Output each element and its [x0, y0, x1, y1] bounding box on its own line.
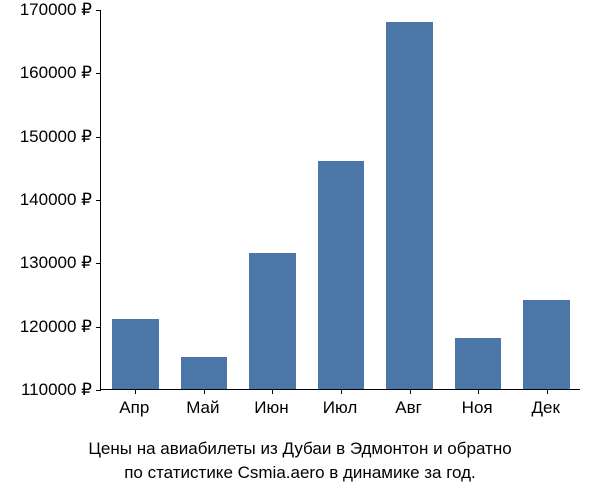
bar: [455, 338, 502, 389]
x-tick-label: Авг: [395, 398, 422, 418]
chart-caption: Цены на авиабилеты из Дубаи в Эдмонтон и…: [0, 437, 600, 485]
bar: [112, 319, 159, 389]
bar: [386, 22, 433, 389]
x-tick-label: Апр: [119, 398, 149, 418]
bar: [318, 161, 365, 389]
x-tick-mark: [410, 389, 411, 394]
x-tick-mark: [204, 389, 205, 394]
caption-line-2: по статистике Csmia.aero в динамике за г…: [124, 463, 476, 482]
y-tick-label: 130000 ₽: [20, 253, 92, 273]
x-tick-label: Май: [186, 398, 219, 418]
y-axis: 110000 ₽ 120000 ₽ 130000 ₽ 140000 ₽ 150000 ₽…: [0, 0, 100, 420]
caption-line-1: Цены на авиабилеты из Дубаи в Эдмонтон и…: [88, 439, 511, 458]
x-tick-mark: [272, 389, 273, 394]
x-tick-mark: [478, 389, 479, 394]
plot-area: [100, 10, 580, 390]
x-tick-mark: [135, 389, 136, 394]
bar: [523, 300, 570, 389]
x-tick-mark: [341, 389, 342, 394]
price-chart: 110000 ₽ 120000 ₽ 130000 ₽ 140000 ₽ 150000 ₽…: [0, 0, 600, 500]
x-tick-label: Ноя: [462, 398, 493, 418]
x-tick-label: Июн: [254, 398, 288, 418]
y-tick-label: 140000 ₽: [20, 190, 92, 210]
y-tick-label: 170000 ₽: [20, 0, 92, 20]
bar: [181, 357, 228, 389]
x-axis-labels: Апр Май Июн Июл Авг Ноя Дек: [100, 398, 580, 422]
x-tick-label: Дек: [532, 398, 560, 418]
bar: [249, 253, 296, 389]
y-tick-label: 120000 ₽: [20, 317, 92, 337]
x-tick-label: Июл: [323, 398, 358, 418]
y-tick-label: 110000 ₽: [21, 380, 92, 400]
y-tick-label: 160000 ₽: [20, 63, 92, 83]
y-tick-label: 150000 ₽: [20, 127, 92, 147]
x-tick-mark: [547, 389, 548, 394]
